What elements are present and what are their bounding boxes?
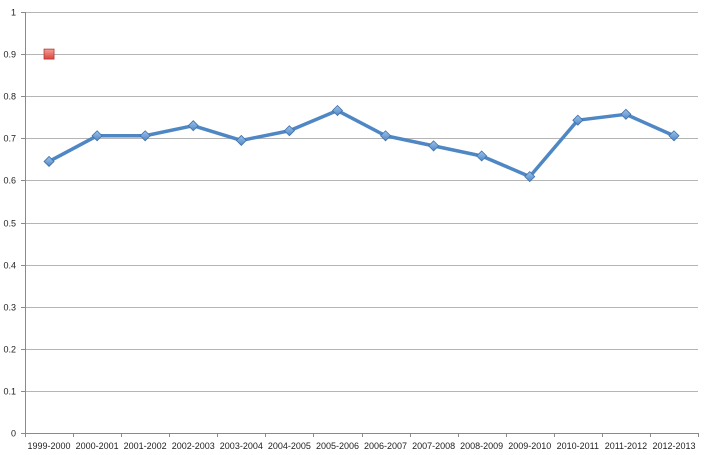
x-tick-label: 2006-2007: [364, 441, 407, 451]
y-tick-label: 1: [11, 8, 16, 18]
y-tick-label: 0.2: [3, 345, 16, 355]
data-point: [428, 140, 440, 152]
x-axis: 1999-2000 2000-2001 2001-2002 2002-2003 2003…: [25, 433, 699, 451]
x-tick-label: 2007-2008: [412, 441, 455, 451]
y-tick-label: 0.7: [3, 134, 16, 144]
data-point: [620, 108, 632, 120]
x-tick-label: 2001-2002: [124, 441, 167, 451]
x-tick-label: 2011-2012: [605, 441, 647, 451]
data-point: [43, 48, 55, 60]
gridlines: [25, 12, 698, 434]
y-tick-label: 0: [11, 429, 16, 439]
data-point: [331, 104, 344, 117]
data-point: [524, 171, 536, 183]
data-point: [283, 125, 295, 137]
data-point: [91, 130, 103, 142]
y-axis: 0 0.1 0.2 0.3 0.4 0.5 0.6 0.7 0.8 0.9 1: [3, 8, 26, 439]
x-tick-label: 2003-2004: [220, 441, 263, 451]
x-tick-label: 2004-2005: [268, 441, 311, 451]
x-tick-label: 2002-2003: [172, 441, 215, 451]
y-tick-label: 0.1: [3, 387, 16, 397]
y-tick-label: 0.3: [3, 303, 16, 313]
x-tick-label: 2009-2010: [508, 441, 551, 451]
y-tick-label: 0.4: [3, 261, 16, 271]
y-tick-label: 0.5: [3, 219, 16, 229]
data-point: [235, 134, 247, 146]
y-tick-label: 0.8: [3, 92, 16, 102]
x-tick-label: 2005-2006: [316, 441, 359, 451]
data-point: [668, 130, 680, 142]
data-point: [139, 130, 151, 142]
data-point: [43, 155, 55, 168]
series-line: [47, 108, 676, 179]
data-point: [572, 114, 584, 126]
y-tick-label: 0.9: [3, 50, 16, 60]
data-point: [476, 150, 488, 162]
data-point: [379, 130, 392, 142]
x-tick-label: 1999-2000: [28, 441, 71, 451]
x-tick-label: 2010-2011: [557, 441, 599, 451]
x-tick-label: 2000-2001: [76, 441, 119, 451]
series-layer: [43, 48, 680, 183]
data-point: [187, 120, 199, 132]
x-tick-label: 2012-2013: [652, 441, 695, 451]
x-tick-label: 2008-2009: [460, 441, 503, 451]
y-tick-label: 0.6: [3, 176, 16, 186]
